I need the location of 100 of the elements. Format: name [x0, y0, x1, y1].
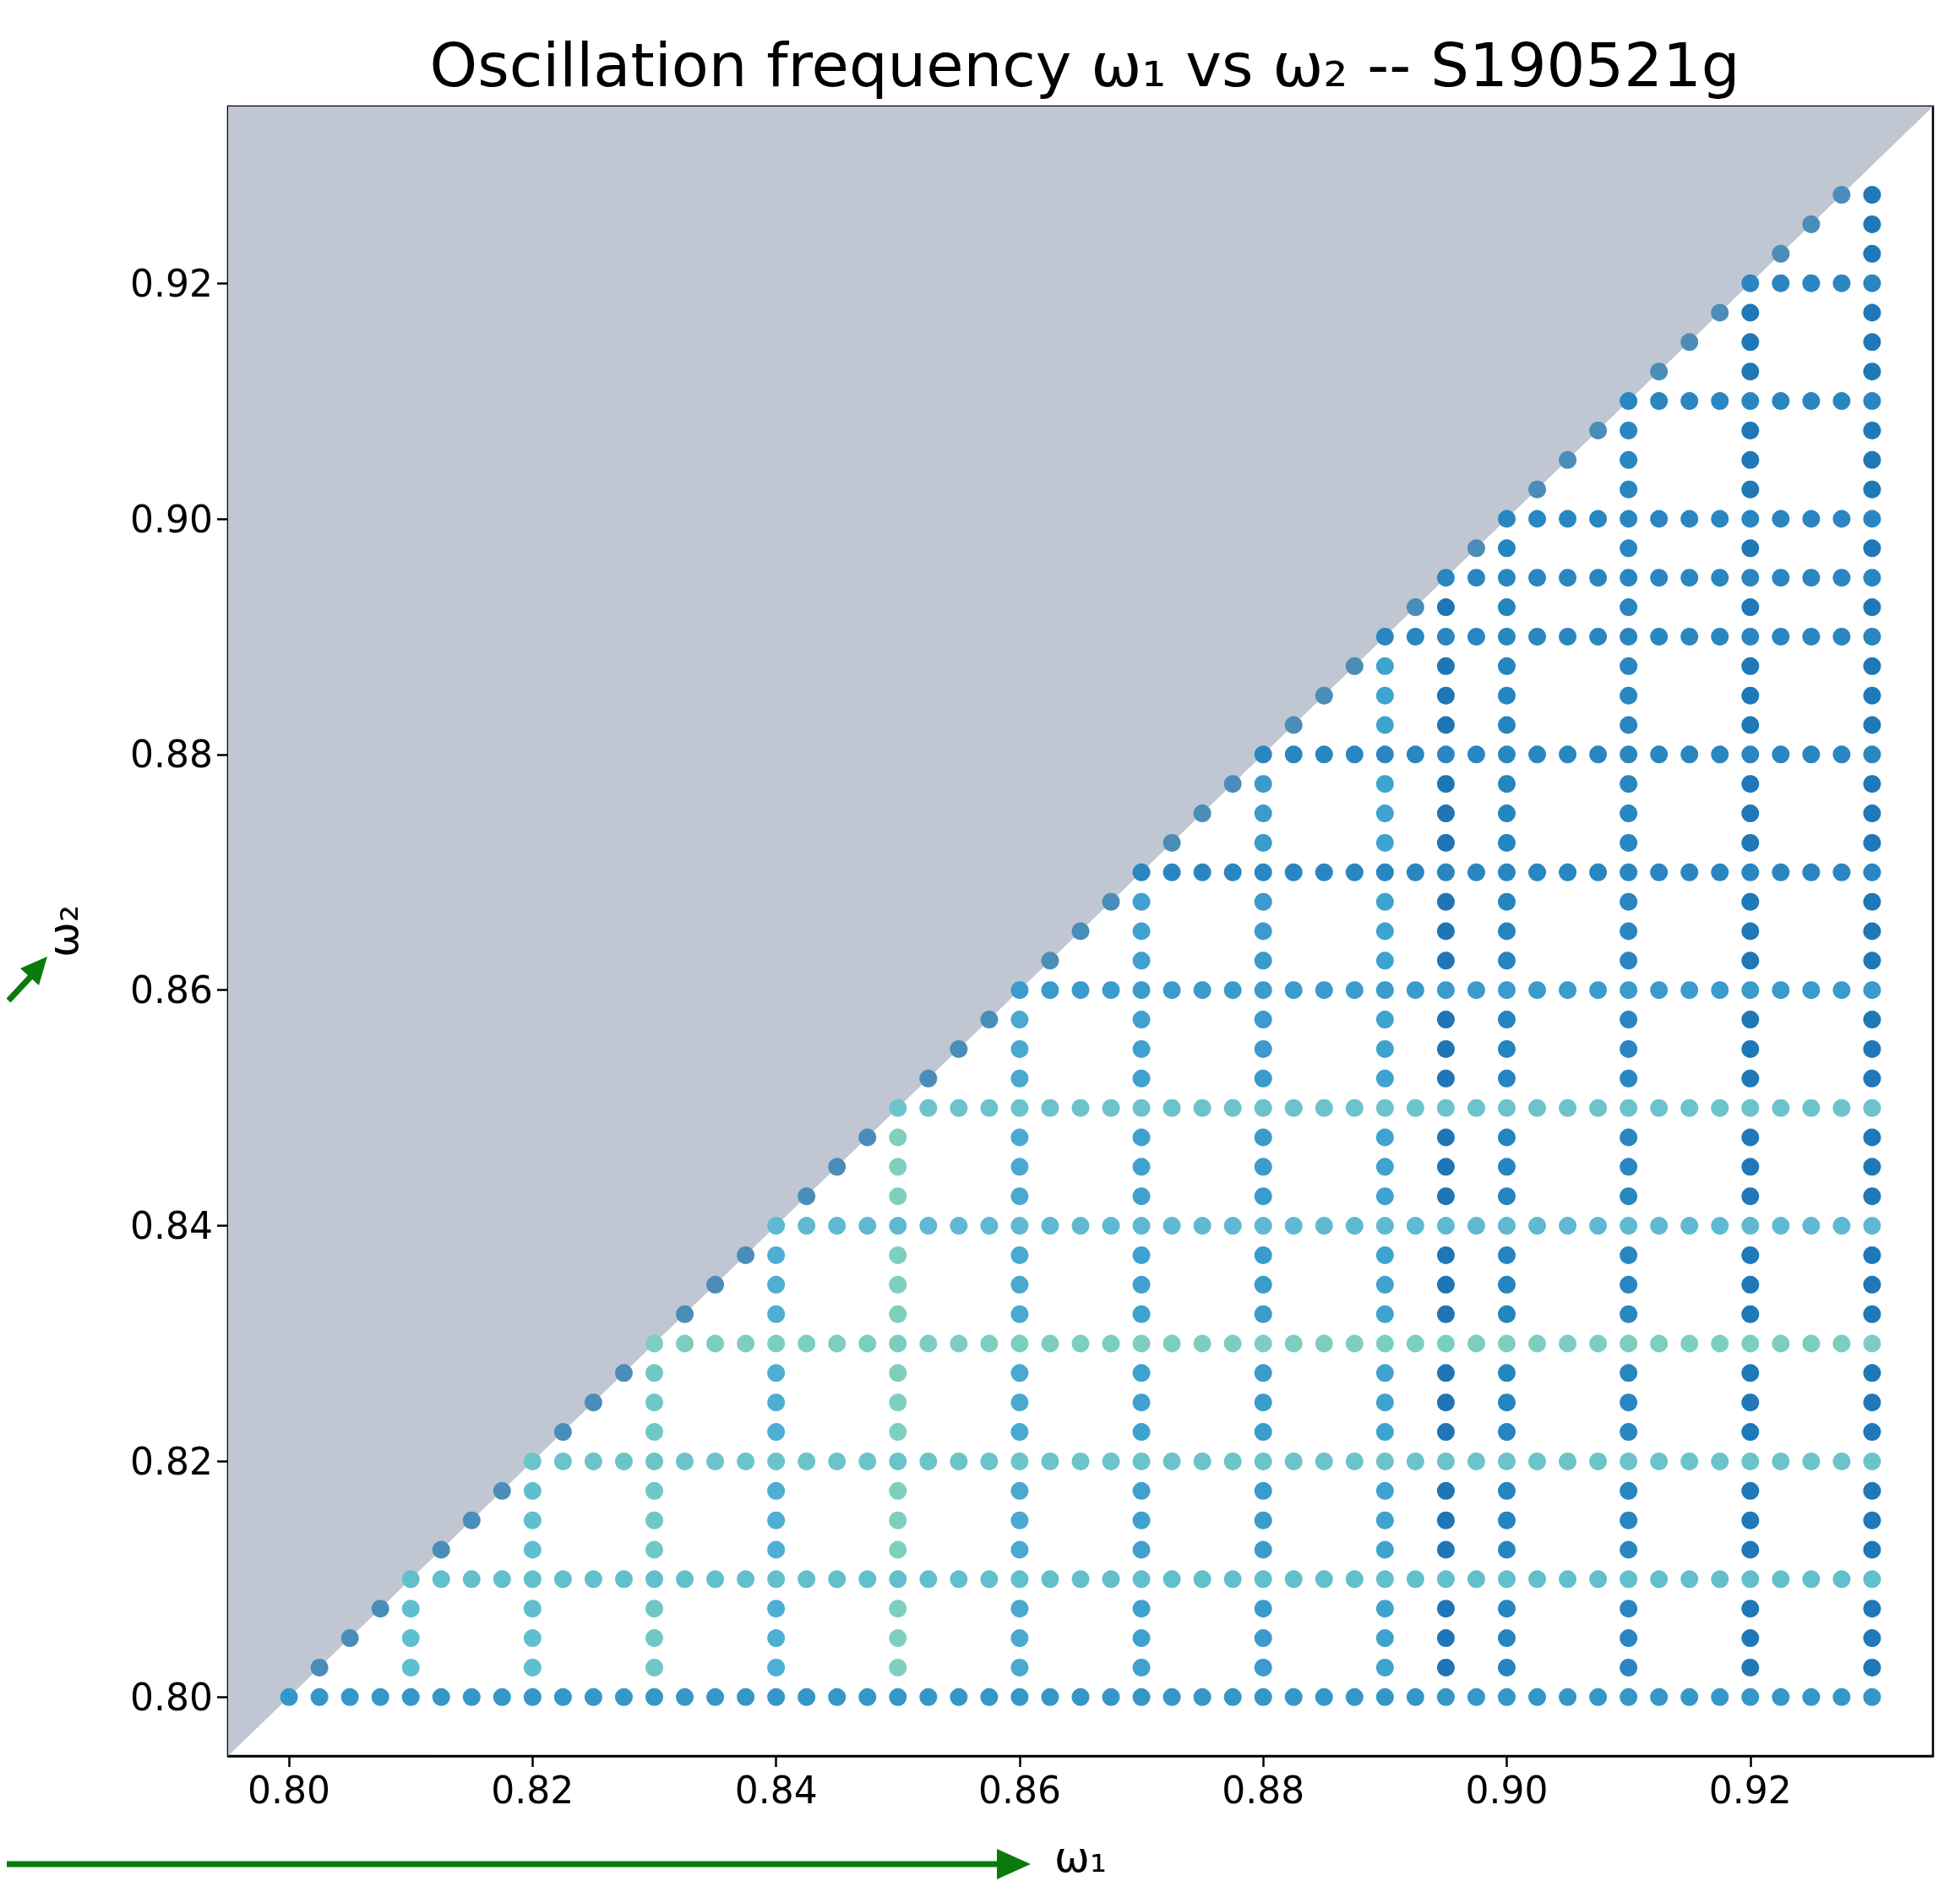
point: [676, 1452, 694, 1470]
point: [1863, 892, 1881, 911]
point: [1436, 745, 1455, 764]
point: [1436, 922, 1455, 941]
point: [1498, 1187, 1516, 1206]
point: [1132, 1364, 1151, 1382]
point: [1741, 1540, 1760, 1559]
point: [1223, 863, 1242, 881]
point: [1254, 1629, 1272, 1648]
point: [645, 1688, 663, 1706]
point: [1041, 981, 1059, 1000]
point: [1071, 1334, 1090, 1353]
point: [889, 1540, 907, 1559]
point: [1863, 569, 1881, 587]
point: [1680, 745, 1699, 764]
point: [1406, 745, 1424, 764]
point: [1680, 569, 1699, 587]
point: [1863, 1511, 1881, 1529]
point: [1620, 804, 1638, 823]
point: [1741, 1246, 1760, 1264]
point: [767, 1600, 786, 1618]
point: [1254, 1570, 1272, 1589]
point: [1863, 951, 1881, 970]
point: [1772, 745, 1790, 764]
point: [1620, 421, 1638, 439]
point: [1802, 392, 1821, 411]
y-tick-label: 0.86: [130, 968, 213, 1012]
point: [1741, 392, 1760, 411]
point: [1832, 1217, 1851, 1235]
point: [1467, 1688, 1485, 1706]
point: [1315, 1688, 1333, 1706]
point: [1711, 1099, 1729, 1117]
point: [1802, 215, 1821, 233]
point: [1010, 1658, 1029, 1677]
point: [1132, 1511, 1151, 1529]
point: [1467, 1452, 1485, 1470]
point: [1436, 1688, 1455, 1706]
point: [1345, 1570, 1364, 1589]
point: [1010, 1275, 1029, 1294]
point: [1162, 1217, 1181, 1235]
point: [980, 1099, 999, 1117]
point: [828, 1158, 847, 1176]
point: [1406, 1688, 1424, 1706]
point: [889, 1158, 907, 1176]
point: [1010, 1305, 1029, 1323]
point: [1741, 450, 1760, 469]
point: [1436, 1334, 1455, 1353]
point: [1802, 1334, 1821, 1353]
point: [1315, 1452, 1333, 1470]
point: [1863, 1658, 1881, 1677]
point: [1375, 1099, 1394, 1117]
point: [645, 1481, 663, 1500]
point: [1528, 1688, 1547, 1706]
point: [1620, 951, 1638, 970]
point: [1010, 1246, 1029, 1264]
point: [1620, 1481, 1638, 1500]
point: [1071, 1099, 1090, 1117]
point: [1620, 1011, 1638, 1029]
point: [645, 1364, 663, 1382]
point: [1132, 1246, 1151, 1264]
point: [889, 1334, 907, 1353]
point: [1620, 1039, 1638, 1058]
point: [1375, 745, 1394, 764]
point: [432, 1540, 450, 1559]
point: [676, 1570, 694, 1589]
point: [1528, 1452, 1547, 1470]
point: [767, 1511, 786, 1529]
point: [1132, 1658, 1151, 1677]
point: [645, 1452, 663, 1470]
point: [1010, 1540, 1029, 1559]
point: [767, 1540, 786, 1559]
point: [1863, 1069, 1881, 1088]
point: [1467, 981, 1485, 1000]
point: [1863, 745, 1881, 764]
point: [767, 1364, 786, 1382]
point: [1254, 1217, 1272, 1235]
point: [1620, 1629, 1638, 1648]
point: [1589, 863, 1608, 881]
point: [1436, 1423, 1455, 1442]
point: [1863, 981, 1881, 1000]
point: [767, 1275, 786, 1294]
point: [1375, 1629, 1394, 1648]
point: [432, 1688, 450, 1706]
x-tick-label: 0.86: [977, 1768, 1061, 1812]
point: [1620, 981, 1638, 1000]
point: [1620, 1158, 1638, 1176]
chart-title: Oscillation frequency ω₁ vs ω₂ -- S190521g: [429, 30, 1740, 101]
point: [1650, 1334, 1669, 1353]
point: [767, 1305, 786, 1323]
point: [1741, 598, 1760, 617]
point: [980, 1334, 999, 1353]
point: [1863, 450, 1881, 469]
point: [1436, 1511, 1455, 1529]
point: [1254, 775, 1272, 793]
point: [1284, 1570, 1303, 1589]
point: [1620, 922, 1638, 941]
point: [889, 1481, 907, 1500]
point: [1650, 1217, 1669, 1235]
point: [1498, 804, 1516, 823]
point: [1375, 716, 1394, 734]
